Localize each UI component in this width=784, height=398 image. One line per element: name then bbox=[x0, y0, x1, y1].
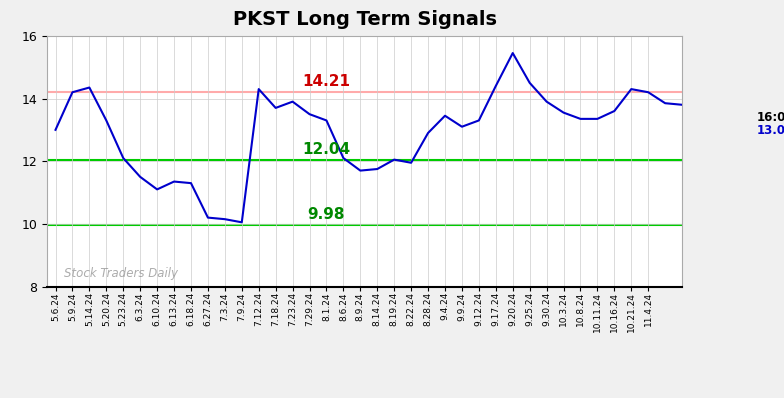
Text: 12.04: 12.04 bbox=[303, 142, 350, 157]
Text: 14.21: 14.21 bbox=[303, 74, 350, 89]
Title: PKST Long Term Signals: PKST Long Term Signals bbox=[233, 10, 496, 29]
Text: Stock Traders Daily: Stock Traders Daily bbox=[64, 267, 178, 280]
Text: 13.07: 13.07 bbox=[757, 124, 784, 137]
Text: 9.98: 9.98 bbox=[307, 207, 345, 222]
Text: 16:00: 16:00 bbox=[757, 111, 784, 124]
